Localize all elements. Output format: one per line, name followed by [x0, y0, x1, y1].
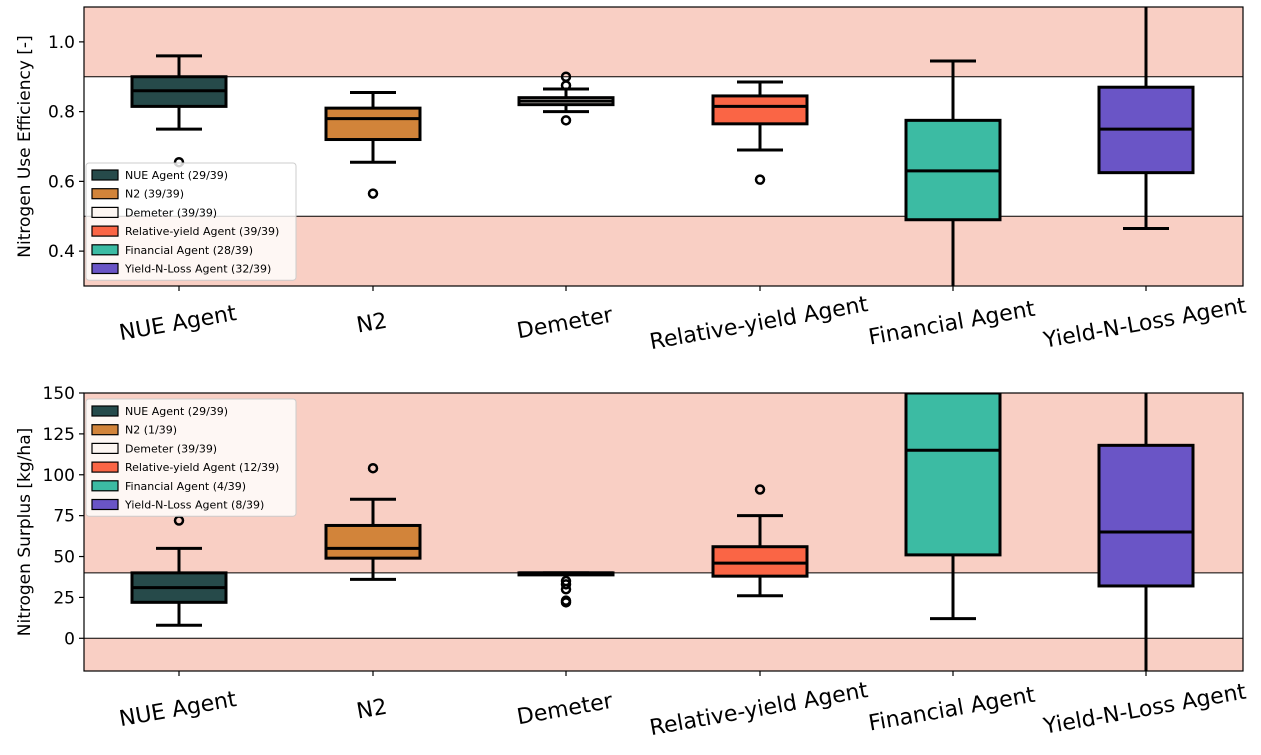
y-tick-label: 1.0 — [48, 33, 75, 53]
legend-swatch — [91, 480, 119, 492]
box-body — [711, 94, 809, 126]
legend-swatch — [91, 424, 119, 436]
y-tick-label: 50 — [53, 548, 75, 568]
box-body — [324, 106, 422, 142]
x-tick-label: N2 — [355, 695, 389, 725]
y-tick-label: 0.4 — [48, 242, 75, 262]
chart-panel-2: 0 25 50 75 100 125 150 Nitrogen Surplus [kg/ha]… — [15, 384, 1248, 741]
box-6 — [1097, 7, 1195, 230]
box-1 — [130, 54, 228, 168]
outlier-point — [560, 115, 572, 126]
legend-entry: Relative-yield Agent (39/39) — [125, 225, 279, 238]
plot-area — [84, 393, 1243, 671]
outlier-point — [560, 80, 572, 91]
legend: NUE Agent (29/39) N2 (1/39) Demeter (39/39… — [85, 398, 297, 517]
y-tick-label: 75 — [53, 507, 75, 527]
box-3 — [517, 71, 615, 126]
outlier-point — [754, 174, 766, 185]
x-tick-label: Yield-N-Loss Agent — [1041, 293, 1249, 353]
legend-swatch — [91, 461, 119, 473]
box-6 — [1097, 393, 1195, 671]
box-body — [711, 545, 809, 578]
upper-band — [84, 7, 1243, 77]
outlier-point — [754, 484, 766, 495]
outlier-point — [560, 579, 572, 590]
legend-entry: Financial Agent (4/39) — [125, 480, 246, 493]
axes-frame — [83, 6, 1244, 287]
outlier-point — [560, 583, 572, 595]
y-tick-label: 0 — [64, 629, 75, 649]
legend-box — [85, 398, 297, 517]
x-tick-label: Demeter — [515, 303, 615, 345]
lower-band — [84, 638, 1243, 671]
chart-panel-1: 0.4 0.6 0.8 1.0 Nitrogen Use Efficiency [-] N… — [15, 6, 1249, 355]
x-tick-label: Financial Agent — [867, 683, 1038, 737]
legend-box — [85, 162, 297, 281]
box-5 — [904, 59, 1002, 286]
outlier-point — [560, 597, 572, 608]
legend: NUE Agent (29/39) N2 (39/39) Demeter (39/3… — [85, 162, 297, 281]
y-axis-label: Nitrogen Use Efficiency [-] — [15, 35, 35, 257]
box-body — [324, 523, 422, 560]
box-4 — [711, 484, 809, 598]
outlier-point — [367, 462, 379, 474]
legend-swatch — [91, 244, 119, 256]
legend-entry: Relative-yield Agent (12/39) — [125, 461, 279, 474]
y-tick-label: 150 — [43, 384, 75, 404]
legend-entry: Yield-N-Loss Agent (8/39) — [124, 499, 264, 512]
x-tick-label: Yield-N-Loss Agent — [1041, 679, 1249, 739]
legend-entry: Yield-N-Loss Agent (32/39) — [124, 263, 271, 276]
legend-swatch — [91, 405, 119, 417]
y-tick-label: 100 — [43, 466, 75, 486]
legend-entry: N2 (39/39) — [125, 188, 184, 201]
box-2 — [324, 462, 422, 581]
x-tick-label: N2 — [355, 309, 389, 339]
x-tick-label: Financial Agent — [867, 297, 1038, 351]
legend-swatch — [91, 188, 119, 200]
legend-entry: NUE Agent (29/39) — [125, 405, 228, 418]
box-4 — [711, 80, 809, 185]
x-tick-label: Relative-yield Agent — [648, 292, 870, 355]
legend-swatch — [91, 206, 119, 218]
x-tick-label: NUE Agent — [117, 687, 238, 732]
legend-entry: Demeter (39/39) — [125, 206, 217, 219]
legend-entry: NUE Agent (29/39) — [125, 169, 228, 182]
legend-swatch — [91, 498, 119, 511]
box-body — [1097, 443, 1195, 588]
x-tick-label: NUE Agent — [117, 301, 238, 346]
legend-swatch — [91, 262, 119, 275]
y-tick-label: 0.8 — [48, 103, 75, 123]
box-body — [904, 393, 1002, 557]
box-5 — [904, 393, 1002, 621]
box-3 — [517, 571, 615, 608]
y-tick-label: 25 — [53, 588, 75, 608]
legend-swatch — [91, 225, 119, 237]
axes-frame — [83, 392, 1244, 672]
legend-swatch — [91, 169, 119, 181]
y-tick-label: 125 — [43, 425, 75, 445]
box-1 — [130, 515, 228, 627]
x-tick-label: Relative-yield Agent — [648, 678, 870, 741]
legend-entry: Financial Agent (28/39) — [125, 244, 253, 257]
outlier-point — [367, 188, 379, 199]
y-axis-label: Nitrogen Surplus [kg/ha] — [15, 428, 35, 636]
legend-entry: Demeter (39/39) — [125, 442, 217, 455]
y-tick-label: 0.6 — [48, 172, 75, 192]
legend-entry: N2 (1/39) — [125, 424, 177, 437]
x-tick-label: Demeter — [515, 689, 615, 731]
legend-swatch — [91, 442, 119, 454]
box-2 — [324, 90, 422, 199]
